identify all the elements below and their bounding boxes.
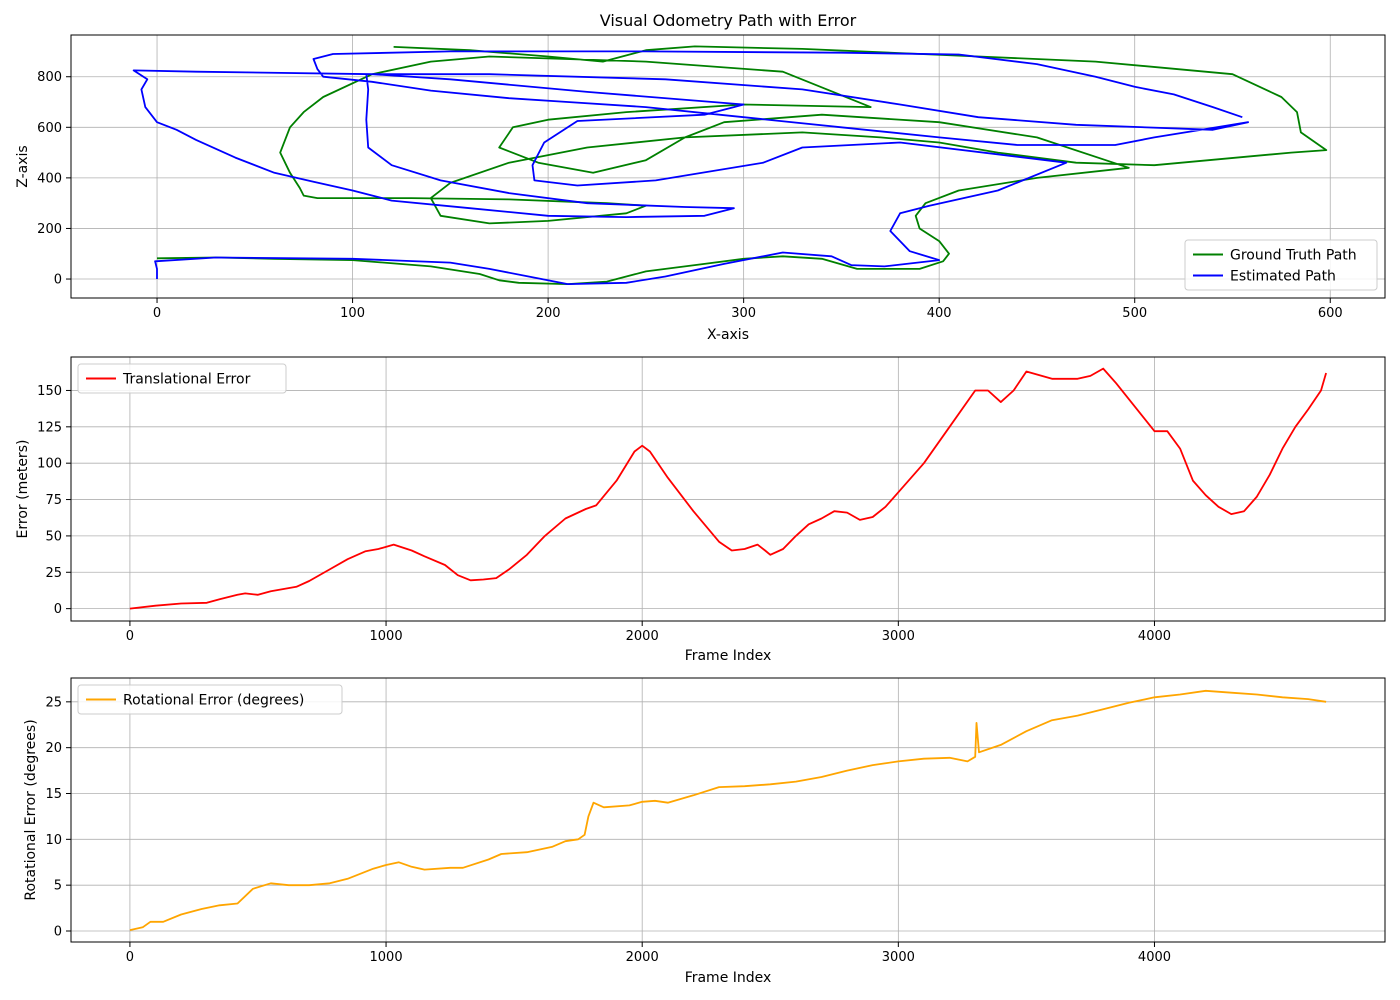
chart2-x-tick-label-4: 4000 <box>1138 950 1171 965</box>
chart1-x-tick-label-2: 2000 <box>626 629 659 644</box>
chart1-y-axis-label: Error (meters) <box>15 440 31 539</box>
chart2-axes-frame <box>70 677 1386 943</box>
chart0-axes-frame <box>70 34 1386 299</box>
chart2-y-tick-label-4: 20 <box>45 741 62 756</box>
chart2-legend-box <box>77 684 343 715</box>
chart0-x-tick-label-1: 100 <box>340 306 365 321</box>
chart1-y-tick-label-3: 75 <box>45 493 62 508</box>
chart2-series-0-line <box>129 689 1327 931</box>
chart0-legend-box <box>1184 239 1378 291</box>
chart0-y-tick-label-1: 200 <box>37 222 62 237</box>
chart2-y-tick-label-2: 10 <box>45 833 62 848</box>
chart1-x-axis-label: Frame Index <box>685 648 772 664</box>
chart0-legend-entry-0: Ground Truth Path <box>1230 248 1357 264</box>
chart1-x-tick-label-3: 3000 <box>882 629 915 644</box>
chart0-y-tick-label-0: 0 <box>54 273 62 288</box>
chart1-x-tick-label-4: 4000 <box>1138 629 1171 644</box>
chart1-series-0-line <box>129 367 1327 610</box>
chart2-x-tick-label-3: 3000 <box>882 950 915 965</box>
chart0-x-tick-label-5: 500 <box>1122 306 1147 321</box>
chart2-y-tick-label-3: 15 <box>45 787 62 802</box>
chart1-y-tick-label-4: 100 <box>37 457 62 472</box>
chart0-x-tick-label-0: 0 <box>153 306 161 321</box>
chart2-y-tick-label-5: 25 <box>45 695 62 710</box>
chart0-x-tick-label-3: 300 <box>731 306 756 321</box>
trajectory-panel: 0 100 200 300 400 500 600 0 200 400 600 800 Visual O… <box>15 11 1386 343</box>
chart0-legend: Ground Truth Path Estimated Path <box>1184 239 1378 291</box>
chart1-y-tick-label-2: 50 <box>45 529 62 544</box>
chart0-y-tick-label-4: 800 <box>37 70 62 85</box>
chart1-y-tick-label-5: 125 <box>37 420 62 435</box>
chart2-legend: Rotational Error (degrees) <box>77 684 343 715</box>
chart1-axes-frame <box>70 356 1386 622</box>
chart1-legend-box <box>77 363 287 394</box>
chart0-legend-entry-1: Estimated Path <box>1230 269 1336 285</box>
chart1-y-tick-label-6: 150 <box>37 384 62 399</box>
chart2-y-tick-label-0: 0 <box>54 925 62 940</box>
chart1-legend-entry-0: Translational Error <box>122 372 251 388</box>
chart0-x-tick-label-4: 400 <box>927 306 952 321</box>
rotational-error-panel: 0 1000 2000 3000 4000 0 5 10 15 20 25 Frame Index Ro… <box>23 677 1386 986</box>
chart1-legend: Translational Error <box>77 363 287 394</box>
chart1-y-tick-label-1: 25 <box>45 566 62 581</box>
chart2-y-axis-label: Rotational Error (degrees) <box>23 719 39 900</box>
chart0-series-1-line <box>132 50 1249 285</box>
chart0-y-tick-label-2: 400 <box>37 171 62 186</box>
chart2-y-tick-label-1: 5 <box>54 879 62 894</box>
chart2-x-tick-label-2: 2000 <box>626 950 659 965</box>
chart2-x-tick-label-1: 1000 <box>370 950 403 965</box>
chart2-x-tick-label-0: 0 <box>126 950 134 965</box>
chart0-y-tick-label-3: 600 <box>37 121 62 136</box>
chart2-x-axis-label: Frame Index <box>685 970 772 986</box>
translational-error-panel: 0 1000 2000 3000 4000 0 25 50 75 100 125 150 Frame I… <box>15 356 1386 664</box>
chart1-y-tick-label-0: 0 <box>54 602 62 617</box>
chart0-title: Visual Odometry Path with Error <box>600 11 857 30</box>
chart0-x-tick-label-2: 200 <box>536 306 561 321</box>
chart2-legend-entry-0: Rotational Error (degrees) <box>123 693 304 709</box>
chart1-x-tick-label-0: 0 <box>126 629 134 644</box>
chart1-x-tick-label-1: 1000 <box>370 629 403 644</box>
chart0-x-axis-label: X-axis <box>707 327 749 343</box>
chart0-y-axis-label: Z-axis <box>15 145 31 187</box>
chart0-x-tick-label-6: 600 <box>1318 306 1343 321</box>
chart0-series-0-line <box>156 45 1328 285</box>
